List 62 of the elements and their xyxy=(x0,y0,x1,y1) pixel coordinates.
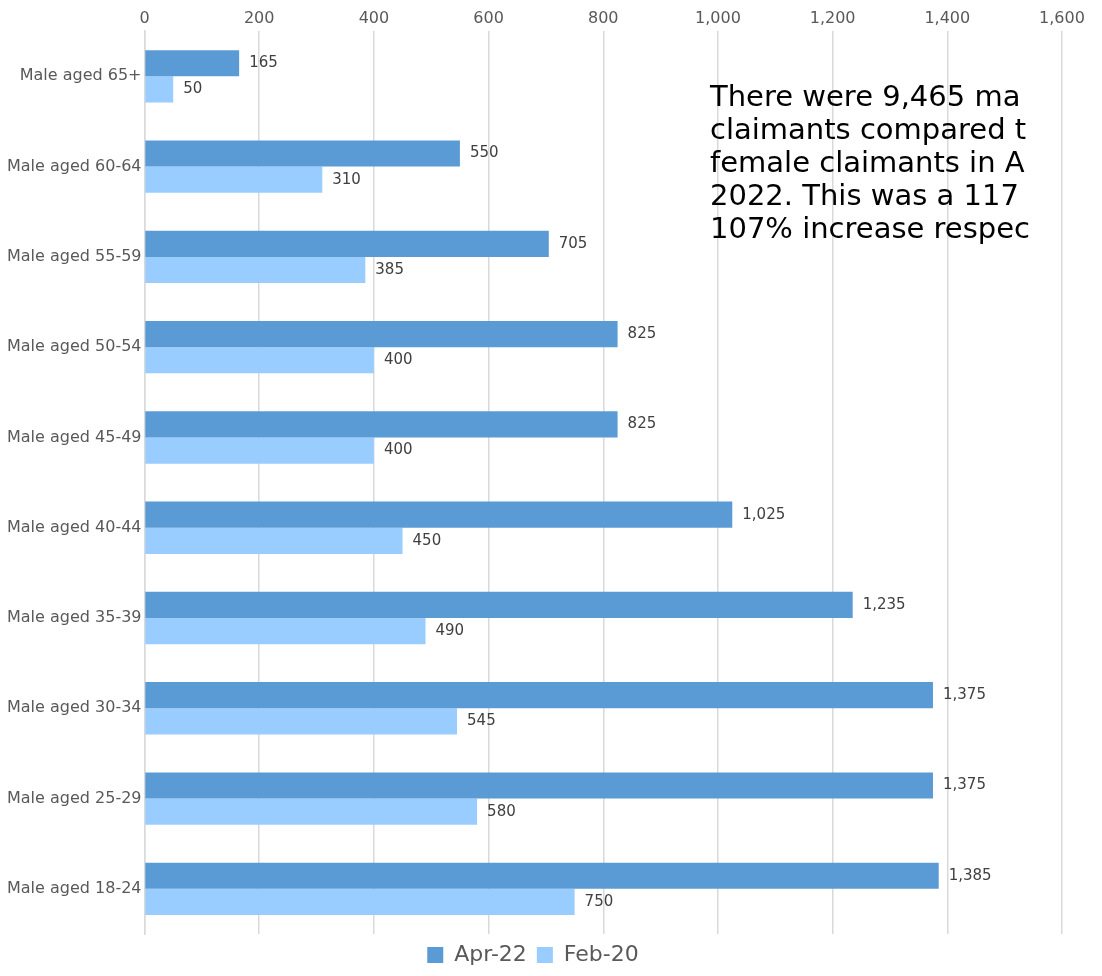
data-label: 400 xyxy=(383,350,413,369)
y-tick-label: Male aged 30-34 xyxy=(6,697,142,717)
y-tick-label: Male aged 55-59 xyxy=(6,246,142,266)
bar xyxy=(145,140,460,167)
x-tick-label: 1,600 xyxy=(1039,7,1085,27)
bar xyxy=(145,591,853,619)
data-label: 450 xyxy=(412,530,442,549)
x-tick-label: 1,200 xyxy=(809,7,856,27)
y-tick-label: Male aged 50-54 xyxy=(6,336,142,356)
data-label: 1,235 xyxy=(862,594,906,613)
data-label: 580 xyxy=(487,801,516,820)
bar xyxy=(145,798,478,825)
data-label: 1,385 xyxy=(948,865,992,884)
data-label: 165 xyxy=(249,53,278,72)
bar xyxy=(145,347,374,374)
y-tick-label: Male aged 60-64 xyxy=(6,155,142,175)
legend-label: Apr-22 xyxy=(454,940,527,966)
y-tick-label: Male aged 18-24 xyxy=(6,878,142,898)
bar xyxy=(145,230,549,257)
data-label: 50 xyxy=(183,79,203,98)
bar xyxy=(145,411,618,438)
x-tick-label: 0 xyxy=(139,7,150,27)
bar xyxy=(145,256,366,284)
y-tick-label: Male aged 45-49 xyxy=(6,426,142,446)
data-label: 1,375 xyxy=(942,685,986,704)
y-tick-label: Male aged 35-39 xyxy=(6,607,142,627)
data-label: 825 xyxy=(627,414,657,433)
data-label: 825 xyxy=(627,323,657,342)
data-label: 310 xyxy=(332,169,361,188)
bar xyxy=(145,76,174,103)
data-label: 545 xyxy=(467,711,496,730)
annotation: There were 9,465 ma claimants compared t female claimants in A 2022. This was a 117 107% increase respec xyxy=(710,79,1031,245)
bar xyxy=(145,682,933,709)
data-label: 705 xyxy=(558,233,588,252)
bar xyxy=(145,437,374,464)
x-tick-label: 1,400 xyxy=(924,7,971,27)
x-tick-label: 400 xyxy=(358,7,390,27)
data-label: 1,025 xyxy=(742,504,786,523)
data-label: 550 xyxy=(469,143,499,162)
x-tick-label: 1,000 xyxy=(695,7,741,27)
data-label: 1,375 xyxy=(942,775,986,794)
bar xyxy=(145,618,426,645)
data-label: 490 xyxy=(435,621,465,639)
bar xyxy=(145,50,240,77)
data-label: 750 xyxy=(584,891,614,910)
bar xyxy=(145,862,939,889)
bar xyxy=(145,708,458,735)
bar xyxy=(145,772,933,799)
bar xyxy=(145,888,575,916)
x-tick-label: 200 xyxy=(243,7,275,27)
bar xyxy=(145,166,323,193)
y-tick-label: Male aged 25-29 xyxy=(6,787,142,807)
x-tick-label: 800 xyxy=(587,7,619,27)
x-tick-label: 600 xyxy=(473,7,504,27)
bar xyxy=(145,527,403,554)
y-tick-label: Male aged 65+ xyxy=(19,65,142,85)
bar xyxy=(145,501,733,528)
legend-label: Feb-20 xyxy=(563,940,639,966)
y-tick-label: Male aged 40-44 xyxy=(6,516,142,536)
bar xyxy=(145,321,618,348)
data-label: 385 xyxy=(375,259,404,278)
data-label: 400 xyxy=(383,440,413,459)
